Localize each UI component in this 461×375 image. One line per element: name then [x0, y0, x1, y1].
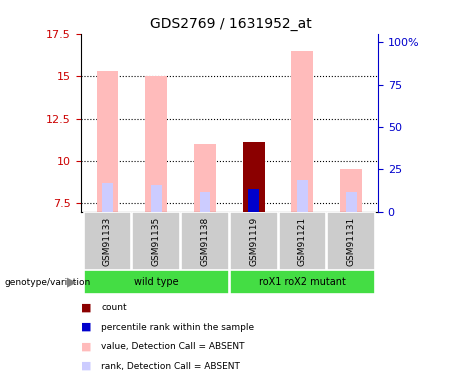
Bar	[291, 51, 313, 212]
Bar	[346, 192, 356, 212]
Bar	[297, 180, 308, 212]
Bar	[83, 212, 131, 270]
Text: GSM91119: GSM91119	[249, 216, 258, 266]
Bar	[132, 212, 180, 270]
Bar	[181, 212, 229, 270]
Bar	[200, 192, 210, 212]
Text: GSM91121: GSM91121	[298, 216, 307, 266]
Text: ▶: ▶	[67, 276, 76, 289]
Text: ■: ■	[81, 303, 91, 312]
Text: roX1 roX2 mutant: roX1 roX2 mutant	[259, 277, 346, 287]
Bar	[243, 142, 265, 212]
Text: ■: ■	[81, 361, 91, 371]
Bar	[230, 270, 375, 294]
Text: GSM91133: GSM91133	[103, 216, 112, 266]
Bar	[194, 144, 216, 212]
Text: GSM91138: GSM91138	[201, 216, 209, 266]
Bar	[102, 183, 113, 212]
Text: GDS2769 / 1631952_at: GDS2769 / 1631952_at	[150, 17, 311, 31]
Text: value, Detection Call = ABSENT: value, Detection Call = ABSENT	[101, 342, 245, 351]
Bar	[248, 189, 259, 212]
Bar	[278, 212, 326, 270]
Text: wild type: wild type	[134, 277, 178, 287]
Text: rank, Detection Call = ABSENT: rank, Detection Call = ABSENT	[101, 362, 240, 370]
Bar	[327, 212, 375, 270]
Bar	[340, 170, 362, 212]
Text: GSM91135: GSM91135	[152, 216, 161, 266]
Text: genotype/variation: genotype/variation	[5, 278, 91, 286]
Text: count: count	[101, 303, 127, 312]
Bar	[145, 76, 167, 212]
Text: ■: ■	[81, 322, 91, 332]
Text: percentile rank within the sample: percentile rank within the sample	[101, 322, 254, 332]
Bar	[96, 71, 118, 212]
Text: GSM91131: GSM91131	[347, 216, 356, 266]
Bar	[230, 212, 278, 270]
Bar	[83, 270, 229, 294]
Text: ■: ■	[81, 342, 91, 351]
Bar	[151, 185, 162, 212]
